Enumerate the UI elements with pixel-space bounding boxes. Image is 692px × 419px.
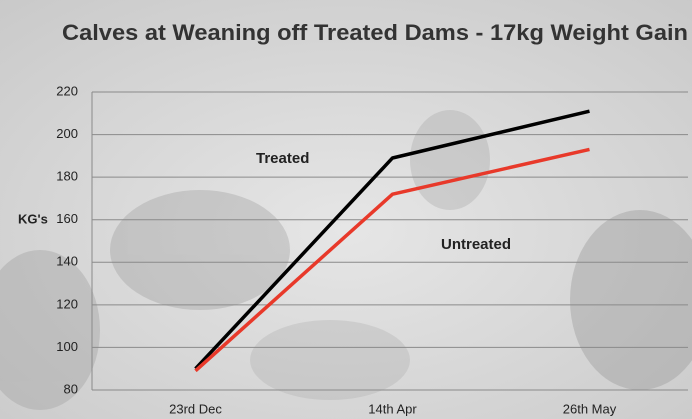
- y-axis-label: KG's: [18, 211, 48, 226]
- x-tick-label: 23rd Dec: [169, 401, 222, 416]
- y-tick-label: 160: [56, 211, 78, 226]
- y-tick-label: 80: [64, 381, 78, 396]
- x-tick-label: 26th May: [563, 401, 617, 416]
- legend-label: Untreated: [441, 236, 511, 253]
- y-tick-label: 200: [56, 126, 78, 141]
- chart-title: Calves at Weaning off Treated Dams - 17k…: [62, 20, 688, 45]
- y-tick-label: 220: [56, 83, 78, 98]
- y-tick-label: 120: [56, 296, 78, 311]
- chart: Calves at Weaning off Treated Dams - 17k…: [0, 0, 692, 419]
- y-tick-label: 100: [56, 339, 78, 354]
- y-tick-label: 140: [56, 254, 78, 269]
- legend-label: Treated: [256, 150, 309, 167]
- y-tick-label: 180: [56, 169, 78, 184]
- x-tick-label: 14th Apr: [368, 401, 417, 416]
